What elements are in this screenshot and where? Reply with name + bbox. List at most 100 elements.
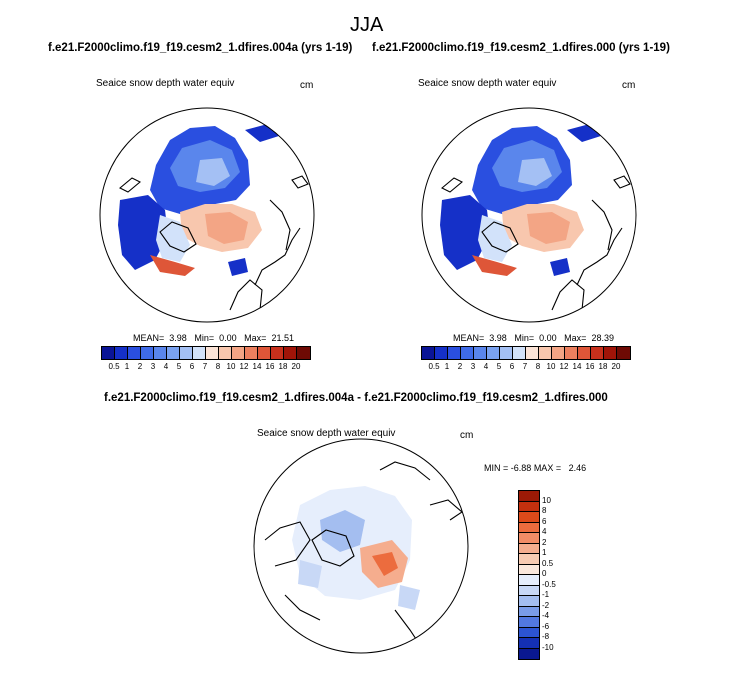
colorbar-tick-label: 1 xyxy=(542,548,547,557)
colorbar-tick-label: 0 xyxy=(542,569,547,578)
colorbar-swatch xyxy=(578,347,591,359)
panel-right-header: f.e21.F2000climo.f19_f19.cesm2_1.dfires.… xyxy=(372,42,670,54)
colorbar-tick-label: -8 xyxy=(542,632,550,641)
colorbar-tick-label: 8 xyxy=(215,362,221,371)
colorbar-tick-label: 20 xyxy=(611,362,621,371)
colorbar-tick-label: 6 xyxy=(542,516,547,526)
diff-variable: Seaice snow depth water equiv xyxy=(257,428,396,439)
diff-header: f.e21.F2000climo.f19_f19.cesm2_1.dfires.… xyxy=(104,392,608,404)
colorbar-swatch xyxy=(519,638,539,649)
colorbar-swatch xyxy=(141,347,154,359)
colorbar-swatch xyxy=(604,347,617,359)
map-diff-border xyxy=(253,438,469,654)
colorbar-swatch xyxy=(487,347,500,359)
colorbar-swatch xyxy=(617,347,630,359)
colorbar-swatch xyxy=(284,347,297,359)
colorbar-swatch xyxy=(180,347,193,359)
colorbar-swatch xyxy=(461,347,474,359)
colorbar-swatch xyxy=(258,347,271,359)
colorbar-tick-label: 10 xyxy=(226,362,236,371)
colorbar-tick-label: -1 xyxy=(542,590,550,599)
colorbar-swatch xyxy=(474,347,487,359)
colorbar-tick-label: 18 xyxy=(278,362,288,371)
colorbar-swatch xyxy=(519,522,539,533)
colorbar-swatch xyxy=(128,347,141,359)
colorbar-right: 0.5 1 2 3 4 5 6 7 8 10 12 14 16 18 20 xyxy=(421,346,631,371)
colorbar-swatch xyxy=(519,575,539,586)
colorbar-swatch xyxy=(519,585,539,596)
colorbar-tick-label: 1 xyxy=(124,362,130,371)
colorbar-tick-label: -6 xyxy=(542,621,550,631)
colorbar-left: 0.5 1 2 3 4 5 6 7 8 10 12 14 16 18 20 xyxy=(101,346,311,371)
colorbar-swatch xyxy=(519,648,539,659)
colorbar-tick-label: 7 xyxy=(522,362,528,371)
colorbar-swatch xyxy=(513,347,526,359)
colorbar-tick-label: 2 xyxy=(457,362,463,371)
colorbar-tick-label: -0.5 xyxy=(542,579,556,589)
colorbar-swatch xyxy=(519,533,539,544)
colorbar-swatch xyxy=(232,347,245,359)
colorbar-tick-label: 4 xyxy=(483,362,489,371)
colorbar-swatch xyxy=(519,596,539,607)
colorbar-swatch xyxy=(519,554,539,565)
colorbar-tick-label: 12 xyxy=(559,362,569,371)
colorbar-swatch xyxy=(526,347,539,359)
colorbar-tick-label: 18 xyxy=(598,362,608,371)
colorbar-swatch xyxy=(219,347,232,359)
colorbar-tick-label: 5 xyxy=(496,362,502,371)
colorbar-swatch xyxy=(500,347,513,359)
colorbar-swatch xyxy=(519,617,539,628)
colorbar-tick-label: 10 xyxy=(546,362,556,371)
colorbar-tick-label: 16 xyxy=(585,362,595,371)
colorbar-tick-label: 4 xyxy=(542,527,547,536)
colorbar-swatch xyxy=(115,347,128,359)
colorbar-tick-label: -4 xyxy=(542,611,550,620)
panel-right-variable: Seaice snow depth water equiv xyxy=(418,78,557,89)
difference-field xyxy=(292,486,420,610)
colorbar-swatch xyxy=(448,347,461,359)
colorbar-swatch xyxy=(552,347,565,359)
colorbar-tick-label: 8 xyxy=(535,362,541,371)
colorbar-swatch xyxy=(271,347,284,359)
colorbar-tick-label: 10 xyxy=(542,495,551,505)
colorbar-swatch xyxy=(519,543,539,554)
map-right-border xyxy=(421,107,637,323)
colorbar-tick-label: 1 xyxy=(444,362,450,371)
colorbar-swatch xyxy=(245,347,258,359)
colorbar-tick-label: 2 xyxy=(137,362,143,371)
figure-title: JJA xyxy=(350,14,384,36)
colorbar-tick-label: 3 xyxy=(470,362,476,371)
colorbar-swatch xyxy=(193,347,206,359)
colorbar-tick-label: 12 xyxy=(239,362,249,371)
colorbar-tick-label: 4 xyxy=(163,362,169,371)
colorbar-tick-label: 16 xyxy=(265,362,275,371)
colorbar-swatch xyxy=(519,606,539,617)
colorbar-swatch xyxy=(167,347,180,359)
colorbar-swatch xyxy=(422,347,435,359)
colorbar-swatch xyxy=(539,347,552,359)
colorbar-tick-label: 14 xyxy=(252,362,262,371)
colorbar-swatch xyxy=(297,347,310,359)
colorbar-tick-label: 20 xyxy=(291,362,301,371)
panel-left-variable: Seaice snow depth water equiv xyxy=(96,78,235,89)
colorbar-tick-label: 0.5 xyxy=(428,362,440,371)
colorbar-diff: 10 8 6 4 2 1 0.5 0 -0.5 -1 -2 -4 -6 -8 -10 xyxy=(518,490,556,660)
colorbar-swatch xyxy=(519,501,539,512)
panel-left-stats: MEAN= 3.98 Min= 0.00 Max= 21.51 xyxy=(133,333,294,343)
colorbar-tick-label: -2 xyxy=(542,600,550,610)
colorbar-swatch xyxy=(102,347,115,359)
colorbar-tick-label: 6 xyxy=(189,362,195,371)
colorbar-tick-label: 2 xyxy=(542,537,547,547)
colorbar-tick-label: 6 xyxy=(509,362,515,371)
panel-right-stats: MEAN= 3.98 Min= 0.00 Max= 28.39 xyxy=(453,333,614,343)
colorbar-tick-label: 0.5 xyxy=(108,362,120,371)
colorbar-swatch xyxy=(154,347,167,359)
colorbar-tick-label: -10 xyxy=(542,642,554,652)
diff-stats: MIN = -6.88 MAX = 2.46 xyxy=(484,463,587,473)
colorbar-tick-label: 14 xyxy=(572,362,582,371)
colorbar-tick-label: 5 xyxy=(176,362,182,371)
colorbar-swatch xyxy=(206,347,219,359)
colorbar-swatch xyxy=(435,347,448,359)
panel-left-units: cm xyxy=(300,80,314,91)
